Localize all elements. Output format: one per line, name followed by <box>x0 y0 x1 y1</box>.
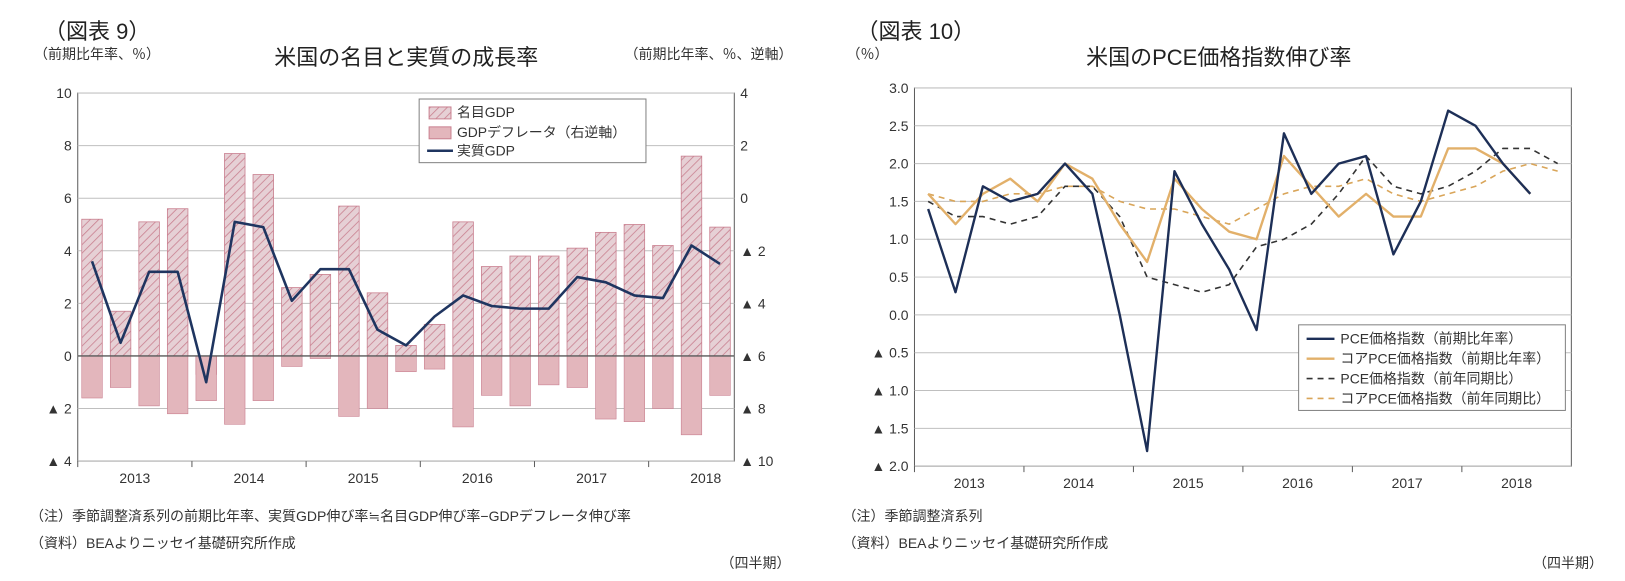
svg-text:3.0: 3.0 <box>889 80 909 96</box>
svg-text:2017: 2017 <box>1391 475 1422 491</box>
svg-text:2013: 2013 <box>953 475 984 491</box>
fig9-note2: （資料）BEAよりニッセイ基礎研究所作成 <box>30 533 793 554</box>
fig9-note1: （注）季節調整済系列の前期比年率、実質GDP伸び率≒名目GDP伸び率−GDPデフ… <box>30 506 793 527</box>
panel-fig9: （図表 9） （前期比年率、％） 米国の名目と実質の成長率 （前期比年率、％、逆… <box>0 0 813 581</box>
svg-text:2: 2 <box>64 295 72 311</box>
svg-text:PCE価格指数（前年同期比）: PCE価格指数（前年同期比） <box>1340 371 1522 387</box>
fig10-note1: （注）季節調整済系列 <box>843 506 1606 527</box>
svg-text:▲ 4: ▲ 4 <box>46 453 72 469</box>
fig9-plot: ▲ 4 ▲ 2 0 2 4 6 8 10 ▲ 10 ▲ 8 ▲ 6 ▲ 4 ▲ 2 0 2 4 2013 2014… <box>30 80 793 500</box>
svg-text:2017: 2017 <box>576 470 607 486</box>
svg-text:1.0: 1.0 <box>889 231 909 247</box>
fig10-note2: （資料）BEAよりニッセイ基礎研究所作成 <box>843 533 1606 554</box>
fig9-svg: ▲ 4 ▲ 2 0 2 4 6 8 10 ▲ 10 ▲ 8 ▲ 6 ▲ 4 ▲ 2 0 2 4 2013 2014… <box>30 80 790 500</box>
svg-text:2015: 2015 <box>348 470 379 486</box>
svg-text:2014: 2014 <box>1063 475 1094 491</box>
svg-text:4: 4 <box>64 243 72 259</box>
svg-text:8: 8 <box>64 138 72 154</box>
svg-text:2016: 2016 <box>1282 475 1313 491</box>
svg-text:2018: 2018 <box>1501 475 1532 491</box>
svg-text:2016: 2016 <box>462 470 493 486</box>
svg-text:10: 10 <box>56 85 72 101</box>
svg-text:▲ 1.0: ▲ 1.0 <box>871 382 908 398</box>
svg-text:▲ 2: ▲ 2 <box>46 400 72 416</box>
svg-text:2013: 2013 <box>119 470 150 486</box>
fig9-quarter: （四半期） <box>721 553 791 573</box>
fig10-title: 米国のPCE価格指数伸び率 <box>813 40 1625 72</box>
svg-text:コアPCE価格指数（前期比年率）: コアPCE価格指数（前期比年率） <box>1340 351 1550 367</box>
panel-fig10: （図表 10） （％） 米国のPCE価格指数伸び率 ▲ 2.0▲ 1.5▲ 1.… <box>813 0 1625 581</box>
svg-text:実質GDP: 実質GDP <box>457 143 515 159</box>
svg-text:GDPデフレータ（右逆軸）: GDPデフレータ（右逆軸） <box>457 124 626 140</box>
svg-text:0.0: 0.0 <box>889 307 909 323</box>
svg-text:▲ 2: ▲ 2 <box>740 243 766 259</box>
fig9-yright-caption: （前期比年率、％、逆軸） <box>625 44 793 64</box>
svg-text:0: 0 <box>740 190 748 206</box>
svg-text:▲ 8: ▲ 8 <box>740 400 766 416</box>
svg-text:コアPCE価格指数（前年同期比）: コアPCE価格指数（前年同期比） <box>1340 390 1550 406</box>
svg-text:▲ 4: ▲ 4 <box>740 295 766 311</box>
svg-text:▲ 1.5: ▲ 1.5 <box>871 420 908 436</box>
svg-text:0.5: 0.5 <box>889 269 909 285</box>
svg-text:▲ 2.0: ▲ 2.0 <box>871 458 908 474</box>
svg-text:名目GDP: 名目GDP <box>457 104 515 120</box>
fig10-plot: ▲ 2.0 ▲ 1.5 ▲ 1.0 ▲ 0.5 0.0 0.5 1.0 1.5 2.0 2.5 3.… <box>843 80 1606 500</box>
svg-text:2018: 2018 <box>690 470 721 486</box>
svg-text:2014: 2014 <box>234 470 265 486</box>
svg-text:2.5: 2.5 <box>889 118 909 134</box>
page: （図表 9） （前期比年率、％） 米国の名目と実質の成長率 （前期比年率、％、逆… <box>0 0 1625 581</box>
svg-text:▲ 6: ▲ 6 <box>740 348 766 364</box>
svg-text:2.0: 2.0 <box>889 156 909 172</box>
svg-text:6: 6 <box>64 190 72 206</box>
svg-text:2015: 2015 <box>1172 475 1203 491</box>
fig10-svg: ▲ 2.0 ▲ 1.5 ▲ 1.0 ▲ 0.5 0.0 0.5 1.0 1.5 2.0 2.5 3.… <box>843 80 1603 500</box>
svg-text:PCE価格指数（前期比年率）: PCE価格指数（前期比年率） <box>1340 331 1522 347</box>
svg-text:2: 2 <box>740 138 748 154</box>
svg-text:1.5: 1.5 <box>889 193 909 209</box>
svg-text:0: 0 <box>64 348 72 364</box>
fig10-quarter: （四半期） <box>1533 553 1603 573</box>
svg-text:4: 4 <box>740 85 748 101</box>
svg-text:▲ 10: ▲ 10 <box>740 453 773 469</box>
svg-text:▲ 0.5: ▲ 0.5 <box>871 345 908 361</box>
